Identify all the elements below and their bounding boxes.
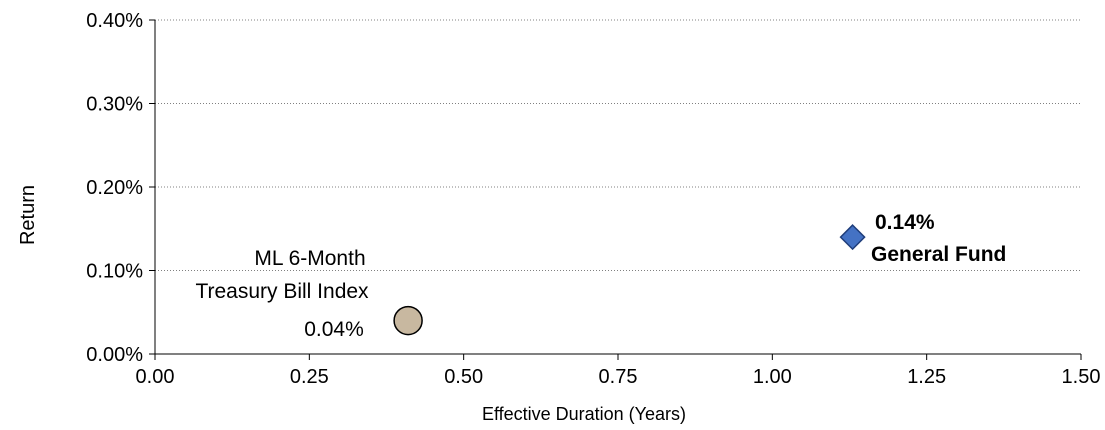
point-value-general-fund: 0.14% [875,211,935,234]
x-tick-label: 1.00 [753,366,792,388]
y-tick-label: 0.20% [86,177,143,199]
x-tick-label: 0.75 [599,366,638,388]
x-axis-title: Effective Duration (Years) [482,404,686,424]
x-tick-label: 1.25 [907,366,946,388]
x-tick-labels: 0.00 0.25 0.50 0.75 1.00 1.25 1.50 [136,366,1101,388]
y-tick-label: 0.40% [86,10,143,32]
point-label-tbill-line2: Treasury Bill Index [195,280,369,303]
data-points [393,224,866,336]
x-tick-label: 1.50 [1062,366,1101,388]
axes [149,19,1082,360]
y-tick-labels: 0.00% 0.10% 0.20% 0.30% 0.40% [86,10,143,366]
point-label-tbill-line1: ML 6-Month [254,247,365,270]
x-tick-label: 0.00 [136,366,175,388]
point-marker-tbill [393,305,423,336]
x-tick-label: 0.50 [444,366,483,388]
y-tick-label: 0.10% [86,261,143,283]
x-tick-label: 0.25 [290,366,329,388]
gridlines [155,19,1081,271]
point-marker-general-fund [839,224,866,251]
point-label-general-fund: General Fund [871,243,1006,266]
point-value-tbill: 0.04% [304,318,364,341]
y-tick-label: 0.30% [86,94,143,116]
y-tick-label: 0.00% [86,344,143,366]
y-axis-title: Return [17,185,39,245]
